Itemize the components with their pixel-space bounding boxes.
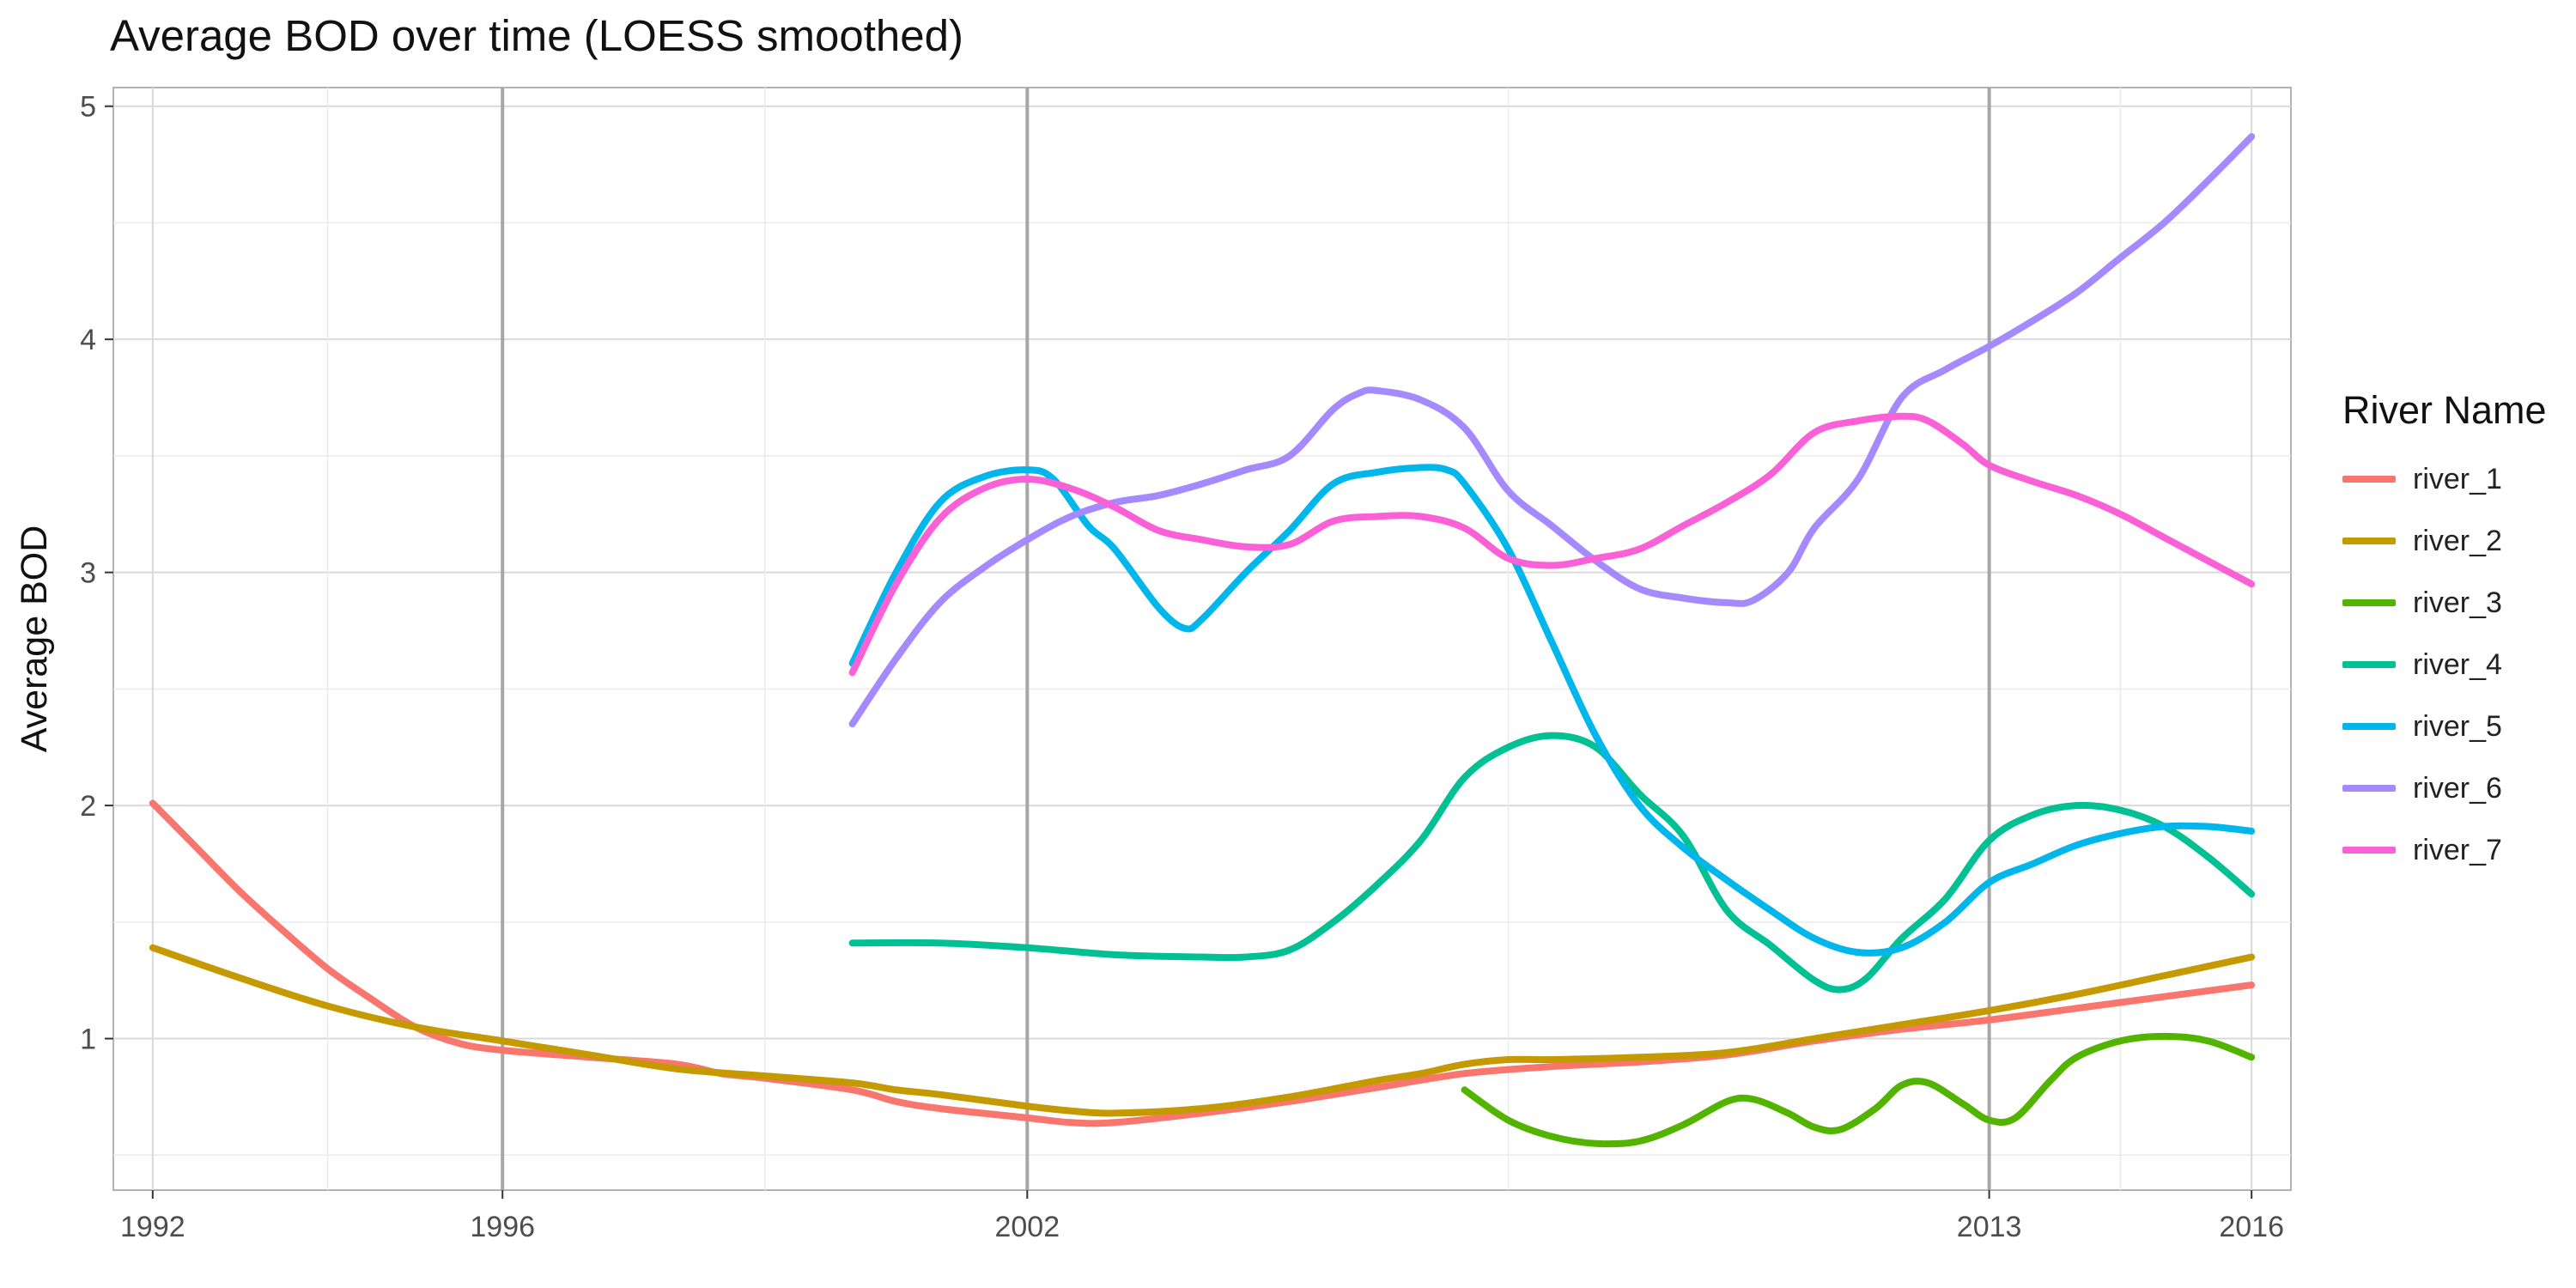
- legend-label: river_1: [2413, 462, 2502, 495]
- legend-item-river_6: river_6: [2342, 757, 2547, 819]
- series-line-river_6: [848, 133, 2256, 728]
- legend-key: [2342, 723, 2396, 730]
- series-line-river_3: [1461, 1032, 2256, 1148]
- legend-key: [2342, 847, 2396, 854]
- legend-key: [2342, 785, 2396, 792]
- legend-key: [2342, 661, 2396, 668]
- legend-item-river_1: river_1: [2342, 448, 2547, 510]
- y-tick-label: 4: [80, 324, 96, 356]
- legend-label: river_4: [2413, 647, 2502, 681]
- x-tick-label: 2002: [994, 1211, 1060, 1243]
- y-axis-ticks: 1 2 3 4 5: [80, 91, 113, 1056]
- legend-label: river_2: [2413, 524, 2502, 557]
- chart-title: Average BOD over time (LOESS smoothed): [110, 11, 963, 60]
- y-tick-label: 2: [80, 790, 96, 823]
- legend-item-river_4: river_4: [2342, 634, 2547, 696]
- x-tick-label: 2016: [2219, 1211, 2284, 1243]
- x-tick-label: 2013: [1957, 1211, 2022, 1243]
- y-tick-label: 1: [80, 1024, 96, 1056]
- legend-label: river_5: [2413, 709, 2502, 743]
- legend-label: river_3: [2413, 586, 2502, 619]
- legend-label: river_6: [2413, 771, 2502, 805]
- legend: River Name river_1 river_2 river_3 river_4 r…: [2342, 388, 2547, 881]
- legend-title: River Name: [2342, 388, 2547, 432]
- x-tick-label: 1992: [120, 1211, 185, 1243]
- legend-label: river_7: [2413, 833, 2502, 866]
- x-axis-ticks: 1992 1996 2002 2013 2016: [120, 1190, 2284, 1243]
- plot-panel: [112, 87, 2292, 1191]
- legend-key: [2342, 476, 2396, 483]
- y-tick-label: 3: [80, 557, 96, 590]
- y-tick-label: 5: [80, 91, 96, 124]
- legend-key: [2342, 538, 2396, 544]
- series-lines: [149, 133, 2256, 1148]
- legend-item-river_2: river_2: [2342, 510, 2547, 572]
- series-line-river_7: [848, 412, 2256, 677]
- legend-item-river_7: river_7: [2342, 819, 2547, 881]
- y-axis-label: Average BOD: [14, 526, 55, 753]
- x-tick-label: 1996: [470, 1211, 535, 1243]
- legend-key: [2342, 599, 2396, 606]
- legend-item-river_3: river_3: [2342, 572, 2547, 634]
- legend-item-river_5: river_5: [2342, 696, 2547, 757]
- reference-lines: [501, 88, 1991, 1190]
- series-line-river_2: [149, 944, 2256, 1117]
- series-line-river_4: [848, 732, 2256, 993]
